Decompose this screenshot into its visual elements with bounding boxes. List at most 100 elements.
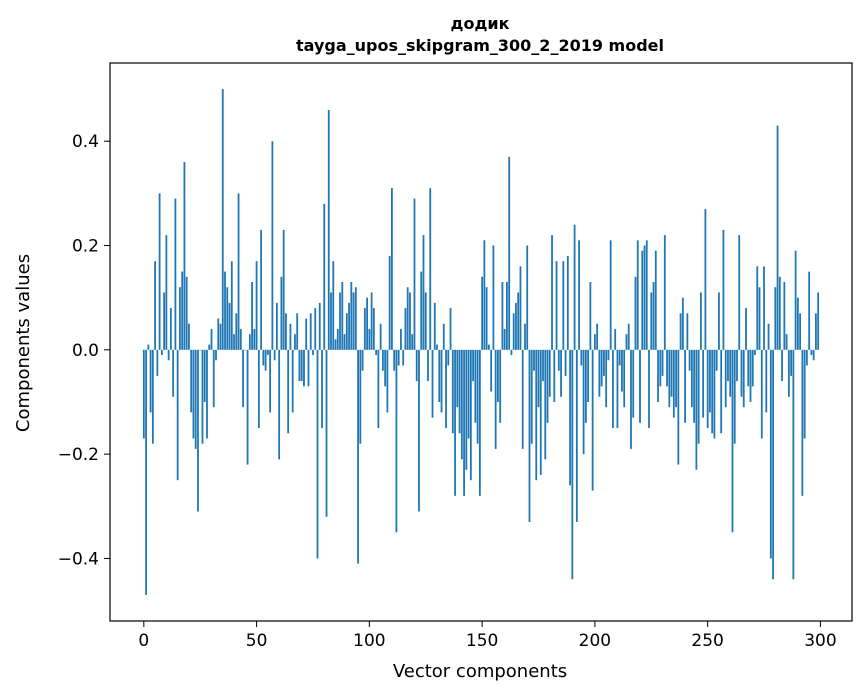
bar-177 <box>542 349 544 382</box>
bar-187 <box>564 349 567 376</box>
bar-135 <box>447 349 450 366</box>
bar-188 <box>566 255 569 350</box>
bar-202 <box>598 349 601 397</box>
bar-192 <box>575 349 578 522</box>
bar-190 <box>571 349 574 580</box>
bar-170 <box>526 245 529 350</box>
bar-25 <box>199 349 202 351</box>
bar-248 <box>702 349 705 418</box>
bar-98 <box>363 308 366 350</box>
bar-151 <box>483 240 486 350</box>
bar-214 <box>625 334 628 350</box>
bar-77 <box>316 349 319 559</box>
bar-226 <box>652 282 655 350</box>
bar-250 <box>706 349 709 429</box>
bar-0 <box>142 349 145 439</box>
bar-209 <box>614 328 617 350</box>
bar-131 <box>438 349 441 402</box>
bar-279 <box>772 349 774 580</box>
bar-295 <box>808 271 811 350</box>
bar-181 <box>551 235 553 350</box>
bar-1 <box>145 349 147 595</box>
bar-39 <box>230 261 233 350</box>
bar-133 <box>442 323 445 350</box>
bar-36 <box>224 271 226 350</box>
bar-16 <box>179 287 181 350</box>
bar-218 <box>634 276 637 350</box>
bar-297 <box>812 349 815 361</box>
chart-title-line-1: додик <box>451 14 510 33</box>
bar-191 <box>573 224 576 350</box>
bar-287 <box>790 349 792 376</box>
bar-207 <box>609 240 612 350</box>
bar-42 <box>237 193 240 350</box>
x-axis-label: Vector components <box>393 661 567 682</box>
bar-147 <box>474 349 477 423</box>
bar-236 <box>675 349 677 408</box>
y-tick-label: −0.2 <box>58 445 99 465</box>
bar-254 <box>715 349 718 371</box>
bar-64 <box>287 349 290 434</box>
bar-141 <box>460 349 463 460</box>
bar-154 <box>490 349 493 392</box>
x-tick-label: 50 <box>246 631 268 651</box>
bar-66 <box>291 349 294 413</box>
bar-11 <box>167 349 170 361</box>
bar-12 <box>169 308 172 350</box>
bar-145 <box>469 349 472 481</box>
bar-114 <box>400 328 402 350</box>
bar-213 <box>623 349 626 408</box>
bar-265 <box>740 349 743 397</box>
bar-223 <box>645 240 648 350</box>
x-tick-label: 100 <box>353 631 385 651</box>
bar-247 <box>699 292 702 350</box>
bar-125 <box>424 292 427 350</box>
bar-43 <box>239 328 242 350</box>
bar-138 <box>454 349 456 496</box>
bar-298 <box>815 313 817 350</box>
bar-5 <box>154 261 156 350</box>
bar-52 <box>260 229 262 350</box>
bar-134 <box>445 349 447 429</box>
bar-179 <box>546 349 549 423</box>
bar-241 <box>686 313 689 350</box>
bar-108 <box>386 349 389 413</box>
bar-28 <box>206 349 208 439</box>
bar-13 <box>172 349 175 397</box>
bar-101 <box>370 292 373 350</box>
bar-201 <box>596 323 599 350</box>
bar-103 <box>375 349 378 356</box>
bar-124 <box>422 235 425 350</box>
bar-30 <box>210 328 213 350</box>
bar-251 <box>709 349 711 413</box>
bar-128 <box>431 349 434 418</box>
bar-261 <box>731 349 734 533</box>
bar-193 <box>578 240 580 350</box>
y-axis-label: Components values <box>13 254 34 432</box>
bar-2 <box>147 344 150 350</box>
bar-299 <box>817 292 820 350</box>
bar-293 <box>803 349 806 439</box>
bar-46 <box>246 349 249 465</box>
bar-285 <box>785 334 788 350</box>
bar-4 <box>151 349 154 444</box>
bar-97 <box>361 349 364 371</box>
bar-249 <box>704 209 707 350</box>
bar-68 <box>296 313 299 350</box>
bar-86 <box>336 328 339 350</box>
bar-196 <box>584 349 587 423</box>
bar-56 <box>269 349 272 413</box>
bar-161 <box>506 282 508 350</box>
bar-200 <box>593 334 596 350</box>
bar-274 <box>760 349 763 439</box>
bar-120 <box>413 198 416 350</box>
bar-221 <box>641 250 644 350</box>
bar-184 <box>557 349 560 371</box>
bar-286 <box>787 349 790 397</box>
bar-80 <box>323 203 326 350</box>
bar-222 <box>643 245 646 350</box>
bar-255 <box>718 292 720 350</box>
bar-21 <box>190 349 193 413</box>
bar-84 <box>332 261 335 350</box>
